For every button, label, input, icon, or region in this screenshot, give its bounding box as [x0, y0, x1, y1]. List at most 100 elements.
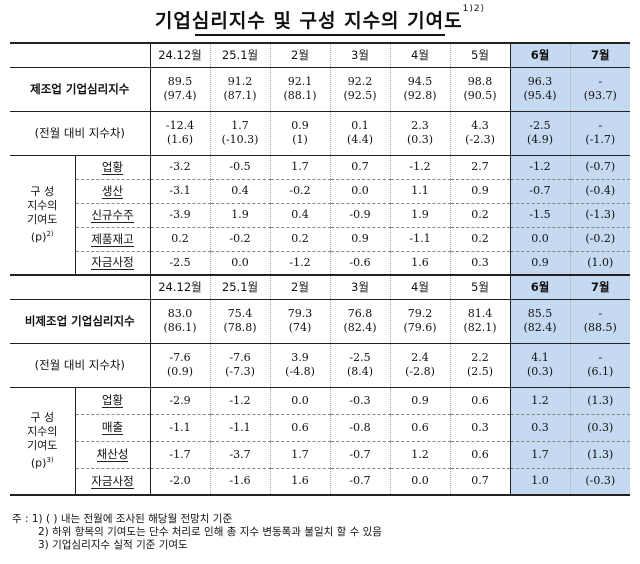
nonmanufacturing-component-cell: -0.3: [329, 386, 390, 414]
manufacturing-index-cell: 92.2 (92.5): [329, 66, 390, 111]
manufacturing-component-cell: 0.0: [209, 250, 270, 275]
manufacturing-header-blank: [10, 42, 150, 67]
manufacturing-header-month: 6월: [509, 42, 570, 67]
component-name-text: 업황: [101, 393, 124, 408]
forecast-value: (-1.7): [585, 133, 616, 146]
manufacturing-component-cell: 1.9: [209, 202, 270, 227]
manufacturing-component-cell: -0.7: [509, 178, 570, 203]
forecast-value: (90.5): [463, 89, 497, 102]
nonmanufacturing-component-cell: (1.3): [569, 440, 630, 468]
manufacturing-component-cell: (1.0): [569, 250, 630, 275]
manufacturing-component-cell: 0.2: [449, 202, 510, 227]
current-value: 1.7: [231, 119, 249, 132]
manufacturing-component-name: 자금사정: [74, 250, 150, 275]
forecast-value: (6.1): [587, 365, 614, 378]
nonmanufacturing-component-cell: 1.0: [509, 467, 570, 496]
component-name-text: 업황: [101, 159, 124, 175]
nonmanufacturing-component-cell: 0.6: [449, 386, 510, 414]
manufacturing-component-cell: -0.9: [329, 202, 390, 227]
current-value: 79.2: [407, 307, 433, 320]
manufacturing-component-cell: 0.9: [449, 178, 510, 203]
nonmanufacturing-index-label: 비제조업 기업심리지수: [10, 298, 150, 343]
footnote-3: 3) 기업심리지수 실적 기준 기여도: [38, 539, 188, 551]
nonmanufacturing-index-cell: 85.5 (82.4): [509, 298, 570, 343]
nonmanufacturing-component-cell: (0.3): [569, 413, 630, 441]
group-label-line: 지수의: [27, 424, 58, 438]
forecast-value: (82.1): [463, 321, 497, 334]
manufacturing-component-cell: 0.4: [269, 202, 330, 227]
current-value: 2.3: [411, 119, 429, 132]
footnote-1: 주 : 1) ( ) 내는 전월에 조사된 해당월 전망치 기준: [12, 513, 233, 525]
nonmanufacturing-component-name: 채산성: [74, 440, 150, 468]
manufacturing-header-month: 3월: [329, 42, 390, 67]
table-body: 24.12월 25.1월 2월 3월 4월 5월 6월 7월 제조업 기업심리지수 89.5 (97…: [10, 42, 630, 496]
manufacturing-component-cell: -1.2: [389, 154, 450, 179]
manufacturing-component-cell: 0.0: [329, 178, 390, 203]
component-name-text: 매출: [101, 420, 124, 435]
current-value: 3.9: [291, 351, 309, 364]
table-row: 구 성 지수의 기여도 (p)3) 업황 -2.9 -1.2 0.0 -0.3 0.9 0.6 1.2…: [10, 386, 630, 496]
nonmanufacturing-index-cell: 75.4 (78.8): [209, 298, 270, 343]
forecast-value: (0.9): [166, 365, 194, 378]
forecast-value: (87.1): [223, 89, 257, 102]
manufacturing-diff-cell: 0.1 (4.4): [329, 110, 390, 155]
nonmanufacturing-component-cell: -1.6: [209, 467, 270, 496]
forecast-value: (74): [288, 321, 312, 334]
nonmanufacturing-component-name: 자금사정: [74, 467, 150, 496]
nonmanufacturing-component-cell: -1.1: [149, 413, 210, 441]
current-value: 81.4: [467, 307, 493, 320]
nonmanufacturing-index-cell: - (88.5): [569, 298, 630, 343]
nonmanufacturing-header-month: 25.1월: [209, 274, 270, 299]
nonmanufacturing-component-cell: 0.9: [389, 386, 450, 414]
nonmanufacturing-contribution-group-label: 구 성 지수의 기여도 (p)3): [10, 386, 75, 496]
manufacturing-component-cell: -0.2: [269, 178, 330, 203]
nonmanufacturing-header-month: 4월: [389, 274, 450, 299]
forecast-value: (8.4): [346, 365, 374, 378]
group-label-line: 기여도: [27, 438, 58, 452]
forecast-value: (2.5): [466, 365, 494, 378]
manufacturing-component-name: 신규수주: [74, 202, 150, 227]
nonmanufacturing-header-month: 6월: [509, 274, 570, 299]
nonmanufacturing-diff-cell: 4.1 (0.3): [509, 342, 570, 387]
group-label-line: 지수의: [27, 198, 58, 212]
group-label-footnote: 2): [46, 229, 54, 238]
forecast-value: (86.1): [163, 321, 197, 334]
forecast-value: (82.4): [523, 321, 557, 334]
nonmanufacturing-index-cell: 76.8 (82.4): [329, 298, 390, 343]
manufacturing-header-month: 25.1월: [209, 42, 270, 67]
group-label-line: (p): [30, 456, 47, 470]
manufacturing-index-cell: 98.8 (90.5): [449, 66, 510, 111]
table-row: 자금사정 -2.5 0.0 -1.2 -0.6 1.6 0.3 0.9 (1.0): [10, 250, 630, 275]
manufacturing-component-cell: 0.2: [269, 226, 330, 251]
table-row: 신규수주 -3.9 1.9 0.4 -0.9 1.9 0.2 -1.5 (-1.3): [10, 202, 630, 227]
manufacturing-component-cell: 1.1: [389, 178, 450, 203]
current-value: -12.4: [165, 119, 195, 132]
table-row: 비제조업 기업심리지수 83.0 (86.1) 75.4 (78.8) 79.3 (74) 7…: [10, 298, 630, 343]
manufacturing-component-name: 생산: [74, 178, 150, 203]
current-value: -: [598, 75, 603, 88]
group-label-line: (p): [30, 230, 47, 244]
current-value: 0.9: [291, 119, 309, 132]
current-value: 2.2: [471, 351, 489, 364]
current-value: 0.1: [351, 119, 369, 132]
footnote-2: 2) 하위 항목의 기여도는 단수 처리로 인해 총 지수 변동폭과 불일치 할…: [38, 526, 382, 538]
manufacturing-component-cell: -1.5: [509, 202, 570, 227]
current-value: -7.6: [169, 351, 191, 364]
current-value: -: [598, 119, 603, 132]
manufacturing-diff-cell: 0.9 (1): [269, 110, 330, 155]
current-value: -2.5: [529, 119, 551, 132]
nonmanufacturing-component-cell: 1.6: [269, 467, 330, 496]
forecast-value: (-4.8): [285, 365, 315, 378]
nonmanufacturing-diff-label: (전월 대비 지수차): [10, 342, 150, 387]
manufacturing-index-cell: 89.5 (97.4): [149, 66, 210, 111]
nonmanufacturing-component-cell: -0.7: [329, 440, 390, 468]
table-row: 생산 -3.1 0.4 -0.2 0.0 1.1 0.9 -0.7 (-0.4): [10, 178, 630, 203]
forecast-value: (-7.3): [225, 365, 255, 378]
table-row: 매출 -1.1 -1.1 0.6 -0.8 0.6 0.3 0.3 (0.3): [10, 413, 630, 441]
nonmanufacturing-index-cell: 83.0 (86.1): [149, 298, 210, 343]
nonmanufacturing-component-cell: -2.9: [149, 386, 210, 414]
nonmanufacturing-component-cell: 0.7: [449, 467, 510, 496]
group-label-line: 구 성: [30, 410, 55, 424]
nonmanufacturing-header-month: 7월: [569, 274, 630, 299]
manufacturing-index-cell: - (93.7): [569, 66, 630, 111]
